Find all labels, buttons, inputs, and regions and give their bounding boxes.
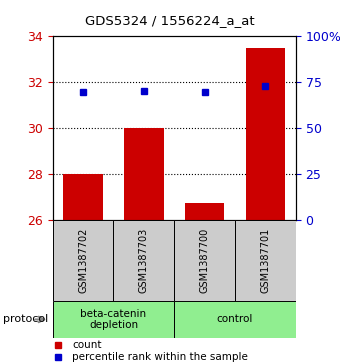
Bar bbox=[63, 174, 103, 220]
Bar bbox=[53, 220, 114, 301]
Text: GSM1387700: GSM1387700 bbox=[200, 228, 210, 293]
Bar bbox=[53, 301, 174, 338]
Text: GDS5324 / 1556224_a_at: GDS5324 / 1556224_a_at bbox=[85, 15, 255, 28]
Text: GSM1387701: GSM1387701 bbox=[260, 228, 270, 293]
Text: count: count bbox=[72, 340, 102, 350]
Text: GSM1387703: GSM1387703 bbox=[139, 228, 149, 293]
Bar bbox=[246, 48, 285, 220]
Bar bbox=[114, 220, 174, 301]
Bar bbox=[174, 301, 296, 338]
Text: GSM1387702: GSM1387702 bbox=[78, 228, 88, 293]
Text: beta-catenin
depletion: beta-catenin depletion bbox=[81, 309, 147, 330]
Bar bbox=[235, 220, 296, 301]
Text: control: control bbox=[217, 314, 253, 325]
Bar bbox=[185, 203, 224, 220]
Text: protocol: protocol bbox=[3, 314, 49, 325]
Text: percentile rank within the sample: percentile rank within the sample bbox=[72, 352, 248, 362]
Bar bbox=[124, 128, 164, 220]
Bar bbox=[174, 220, 235, 301]
